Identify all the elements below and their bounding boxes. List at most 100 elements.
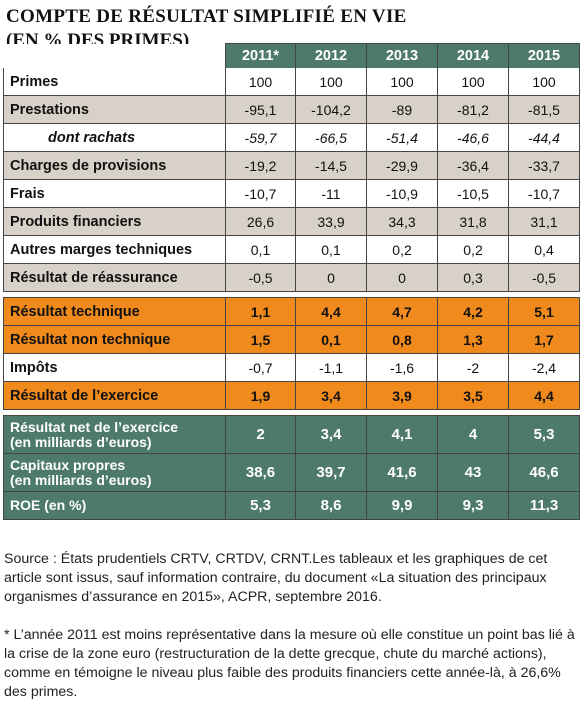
row-value: 34,3 bbox=[366, 207, 438, 236]
row-value: 33,9 bbox=[295, 207, 367, 236]
year-header: 2014 bbox=[437, 43, 509, 68]
row-value: -66,5 bbox=[295, 123, 367, 152]
row-value: -10,5 bbox=[437, 179, 509, 208]
row-label: Primes bbox=[3, 68, 226, 96]
row-value: 100 bbox=[508, 68, 580, 96]
row-value: -0,5 bbox=[508, 263, 580, 292]
row-value: 43 bbox=[437, 453, 509, 492]
row-value: 1,3 bbox=[437, 325, 509, 354]
row-value: 0,1 bbox=[295, 235, 367, 264]
table-row: Produits financiers 26,6 33,9 34,3 31,8 31,1 bbox=[3, 207, 580, 236]
row-value: 4,7 bbox=[366, 297, 438, 326]
table-row: Primes 100 100 100 100 100 bbox=[3, 68, 580, 96]
row-label: Résultat de l’exercice bbox=[3, 381, 226, 410]
gap-cell bbox=[366, 291, 438, 298]
row-value: 3,5 bbox=[437, 381, 509, 410]
row-value: -1,6 bbox=[366, 353, 438, 382]
gap-cell bbox=[295, 291, 367, 298]
row-value: -95,1 bbox=[225, 95, 296, 124]
row-value: 8,6 bbox=[295, 491, 367, 520]
row-value: 1,5 bbox=[225, 325, 296, 354]
row-value: -104,2 bbox=[295, 95, 367, 124]
table-row: Frais -10,7 -11 -10,9 -10,5 -10,7 bbox=[3, 179, 580, 208]
year-header: 2012 bbox=[295, 43, 367, 68]
row-value: 38,6 bbox=[225, 453, 296, 492]
row-value: 0,2 bbox=[366, 235, 438, 264]
row-label: dont rachats bbox=[3, 123, 226, 152]
row-value: -89 bbox=[366, 95, 438, 124]
row-value: 1,9 bbox=[225, 381, 296, 410]
row-value: -36,4 bbox=[437, 151, 509, 180]
table-row: Charges de provisions -19,2 -14,5 -29,9 -36,… bbox=[3, 151, 580, 180]
row-value: -14,5 bbox=[295, 151, 367, 180]
row-value: -1,1 bbox=[295, 353, 367, 382]
row-value: -0,5 bbox=[225, 263, 296, 292]
row-value: -19,2 bbox=[225, 151, 296, 180]
row-value: 3,9 bbox=[366, 381, 438, 410]
gap-cell bbox=[508, 409, 580, 416]
gap-cell bbox=[437, 409, 509, 416]
gap-cell bbox=[225, 409, 296, 416]
row-value: -44,4 bbox=[508, 123, 580, 152]
table-row: Résultat de l’exercice 1,9 3,4 3,9 3,5 4,4 bbox=[3, 381, 580, 410]
row-value: 2 bbox=[225, 415, 296, 454]
table-row: Résultat technique 1,1 4,4 4,7 4,2 5,1 bbox=[3, 297, 580, 326]
row-value: -33,7 bbox=[508, 151, 580, 180]
row-value: 4 bbox=[437, 415, 509, 454]
row-value: 100 bbox=[366, 68, 438, 96]
gap-cell bbox=[508, 291, 580, 298]
table-title: COMPTE DE RÉSULTAT SIMPLIFIÉ EN VIE bbox=[6, 6, 407, 27]
row-value: -10,7 bbox=[225, 179, 296, 208]
section-gap bbox=[3, 291, 580, 298]
row-value: 100 bbox=[225, 68, 296, 96]
table-row: Résultat non technique 1,5 0,1 0,8 1,3 1,7 bbox=[3, 325, 580, 354]
table-row: dont rachats -59,7 -66,5 -51,4 -46,6 -44,4 bbox=[3, 123, 580, 152]
row-label: Prestations bbox=[3, 95, 226, 124]
source-note: Source : États prudentiels CRTV, CRTDV, … bbox=[4, 551, 548, 605]
table-row: Capitaux propres (en milliards d’euros) 38… bbox=[3, 453, 580, 492]
gap-cell bbox=[437, 291, 509, 298]
row-value: 5,3 bbox=[225, 491, 296, 520]
row-value: 0,1 bbox=[295, 325, 367, 354]
row-value: -81,5 bbox=[508, 95, 580, 124]
row-value: 41,6 bbox=[366, 453, 438, 492]
footnote: * L’année 2011 est moins représentative … bbox=[4, 627, 575, 700]
row-label: Produits financiers bbox=[3, 207, 226, 236]
row-value: 100 bbox=[437, 68, 509, 96]
row-value: 1,1 bbox=[225, 297, 296, 326]
row-value: 0,2 bbox=[437, 235, 509, 264]
gap-cell bbox=[225, 291, 296, 298]
row-value: 31,8 bbox=[437, 207, 509, 236]
row-value: -51,4 bbox=[366, 123, 438, 152]
row-value: 4,4 bbox=[295, 297, 367, 326]
row-value: 100 bbox=[295, 68, 367, 96]
row-value: 0,4 bbox=[508, 235, 580, 264]
row-label: Impôts bbox=[3, 353, 226, 382]
row-value: 0,8 bbox=[366, 325, 438, 354]
row-value: 46,6 bbox=[508, 453, 580, 492]
row-value: -11 bbox=[295, 179, 367, 208]
section-gap bbox=[3, 409, 580, 416]
row-label: Charges de provisions bbox=[3, 151, 226, 180]
row-label: Résultat de réassurance bbox=[3, 263, 226, 292]
table-row: Prestations -95,1 -104,2 -89 -81,2 -81,5 bbox=[3, 95, 580, 124]
row-label: Frais bbox=[3, 179, 226, 208]
row-value: 0 bbox=[366, 263, 438, 292]
row-value: -29,9 bbox=[366, 151, 438, 180]
table-row: ROE (en %) 5,3 8,6 9,9 9,3 11,3 bbox=[3, 491, 580, 520]
row-value: 4,1 bbox=[366, 415, 438, 454]
row-value: -2,4 bbox=[508, 353, 580, 382]
row-value: -59,7 bbox=[225, 123, 296, 152]
row-label: Capitaux propres (en milliards d’euros) bbox=[3, 453, 226, 492]
row-value: 39,7 bbox=[295, 453, 367, 492]
row-value: 1,7 bbox=[508, 325, 580, 354]
row-value: -2 bbox=[437, 353, 509, 382]
row-value: 3,4 bbox=[295, 415, 367, 454]
row-value: 11,3 bbox=[508, 491, 580, 520]
row-value: 26,6 bbox=[225, 207, 296, 236]
header-row: 2011* 2012 2013 2014 2015 bbox=[3, 43, 580, 68]
row-value: -10,9 bbox=[366, 179, 438, 208]
table-row: Résultat net de l’exercice (en milliards … bbox=[3, 415, 580, 454]
year-header: 2013 bbox=[366, 43, 438, 68]
row-value: 5,3 bbox=[508, 415, 580, 454]
